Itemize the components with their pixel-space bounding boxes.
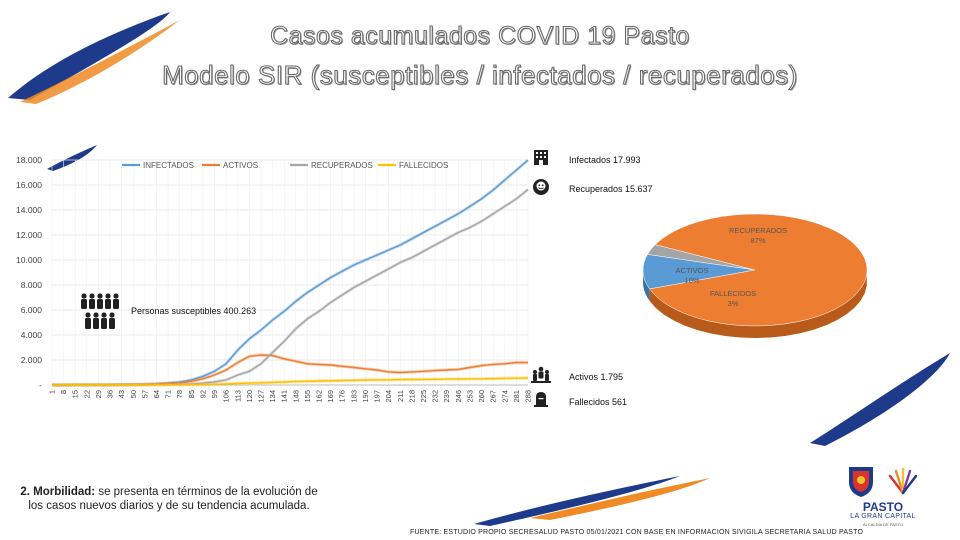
x-tick-label: 190 <box>361 390 370 403</box>
stat-recuperados: Recuperados 15.637 <box>569 184 653 194</box>
legend-label: FALLECIDOS <box>399 161 448 170</box>
page-title: Casos acumulados COVID 19 Pasto <box>270 21 690 50</box>
x-tick-label: 162 <box>315 390 324 403</box>
x-tick-label: 29 <box>94 390 103 398</box>
active-group-icon <box>531 366 551 383</box>
series-line-recuperados <box>52 188 529 386</box>
x-tick-label: 15 <box>71 390 80 398</box>
coat-of-arms-icon <box>849 467 873 497</box>
legend-label: ACTIVOS <box>223 161 258 170</box>
x-tick-label: 176 <box>338 390 347 403</box>
legend-label: INFECTADOS <box>143 161 194 170</box>
source-note: FUENTE: ESTUDIO PROPIO SECRESALUD PASTO … <box>410 529 864 536</box>
decorative-stroke-bottom <box>474 476 710 526</box>
x-tick-label: 239 <box>442 390 451 403</box>
series-line-shadow <box>52 188 530 387</box>
hospital-icon <box>534 150 548 165</box>
pie-slice-side <box>649 273 867 338</box>
logo-name: PASTO <box>862 500 904 514</box>
x-tick-label: 281 <box>512 390 521 403</box>
x-tick-label: 218 <box>407 390 416 403</box>
morbidity-note: 2. Morbilidad: se presenta en términos d… <box>14 485 324 513</box>
cumulative-cases-line-chart: - 2.000 4.000 6.000 8.000 10.000 12.000 14.000 1… <box>16 155 533 403</box>
y-tick-label: 2.000 <box>21 355 43 365</box>
x-tick-label: 260 <box>477 390 486 403</box>
y-tick-label: 8.000 <box>21 280 43 290</box>
pie-percent-label: 87% <box>750 236 765 245</box>
series-line-fallecidos <box>52 377 529 386</box>
decorative-stroke-topleft <box>8 12 180 104</box>
y-tick-label: 14.000 <box>16 205 42 215</box>
x-tick-label: 288 <box>524 390 533 403</box>
y-tick-label: 18.000 <box>16 155 42 165</box>
stat-fallecidos: Fallecidos 561 <box>569 397 628 407</box>
x-tick-label: 253 <box>465 390 474 403</box>
x-tick-label: 134 <box>268 390 277 403</box>
logo-small-text: ALCALDÍA DE PASTO <box>862 522 904 527</box>
y-tick-label: 12.000 <box>16 230 42 240</box>
series-line-infectados <box>52 159 529 386</box>
x-tick-label: 1 <box>48 390 57 394</box>
pie-label: ACTIVOS <box>676 266 709 275</box>
x-tick-label: 57 <box>140 390 149 398</box>
morbidity-text: se presenta en términos de la evolución … <box>28 486 318 512</box>
y-tick-label: - <box>39 380 42 390</box>
decorative-stroke-chart <box>47 145 97 171</box>
x-tick-label: 64 <box>152 390 161 398</box>
x-tick-label: 267 <box>489 390 498 403</box>
stat-activos: Activos 1.795 <box>569 372 624 382</box>
tombstone-icon <box>534 392 548 407</box>
x-tick-label: 232 <box>431 390 440 403</box>
stat-susceptibles: Personas susceptibles 400.263 <box>131 306 257 316</box>
x-tick-label: 225 <box>419 390 428 403</box>
x-tick-label: 22 <box>82 390 91 398</box>
decorative-stroke-right <box>810 353 950 446</box>
x-tick-label: 71 <box>164 390 173 398</box>
x-tick-label: 85 <box>187 390 196 398</box>
x-tick-label: 141 <box>280 390 289 403</box>
x-tick-label: 36 <box>106 390 115 398</box>
x-tick-label: 148 <box>291 390 300 403</box>
y-tick-label: 16.000 <box>16 180 42 190</box>
sunburst-icon <box>888 467 918 495</box>
x-tick-label: 169 <box>326 390 335 403</box>
x-tick-label: 113 <box>233 390 242 402</box>
stat-infectados: Infectados 17.993 <box>569 155 641 165</box>
x-tick-label: 120 <box>245 390 254 403</box>
x-tick-label: 127 <box>256 390 265 403</box>
x-tick-label: 78 <box>175 390 184 398</box>
x-tick-label: 92 <box>198 390 207 398</box>
pie-label: FALLECIDOS <box>710 289 756 298</box>
legend-label: RECUPERADOS <box>311 161 373 170</box>
x-tick-label: 50 <box>129 390 138 398</box>
pie-slice-side <box>643 267 650 301</box>
x-tick-label: 197 <box>373 390 382 403</box>
pasto-logo: PASTO LA GRAN CAPITAL ALCALDÍA DE PASTO <box>838 462 928 532</box>
pie-slice-recuperados <box>649 213 868 327</box>
pie-percent-label: 3% <box>728 299 739 308</box>
x-tick-label: 204 <box>384 390 393 403</box>
y-tick-label: 6.000 <box>21 305 43 315</box>
pie-label: RECUPERADOS <box>729 226 787 235</box>
pie-percent-label: 10% <box>684 276 699 285</box>
y-tick-label: 4.000 <box>21 330 43 340</box>
x-tick-label: 8 <box>59 390 68 394</box>
x-tick-label: 99 <box>210 390 219 398</box>
x-tick-label: 106 <box>222 390 231 403</box>
y-tick-label: 10.000 <box>16 255 42 265</box>
x-tick-label: 274 <box>500 390 509 403</box>
x-tick-label: 211 <box>396 390 405 402</box>
page-subtitle: Modelo SIR (susceptibles / infectados / … <box>162 59 798 90</box>
x-tick-label: 246 <box>454 390 463 403</box>
morbidity-heading: 2. Morbilidad: <box>20 486 96 498</box>
people-group-icon <box>81 293 119 329</box>
recovered-icon <box>533 179 549 195</box>
x-tick-label: 183 <box>349 390 358 403</box>
x-tick-label: 43 <box>117 390 126 398</box>
logo-subtitle: LA GRAN CAPITAL <box>850 513 916 520</box>
x-tick-label: 155 <box>303 390 312 403</box>
series-line-shadow <box>52 158 530 387</box>
